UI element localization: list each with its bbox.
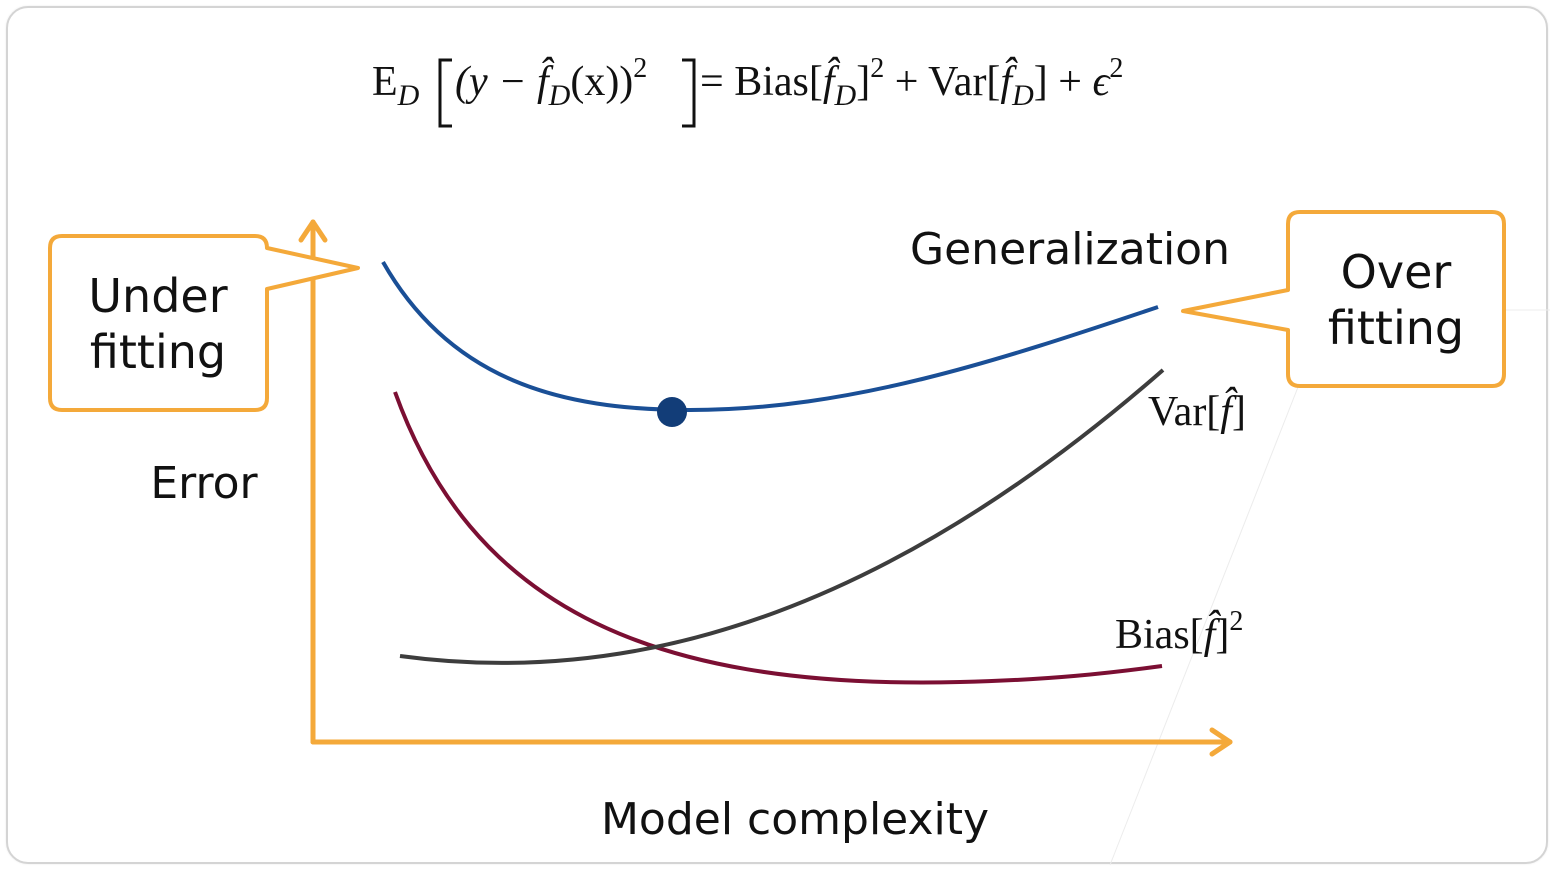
- underfitting-callout-box: [48, 234, 360, 412]
- formula-lhs-inner: (y − f̂D(x))2: [455, 53, 647, 112]
- axes: [298, 219, 1233, 757]
- formula-right-bracket: [682, 58, 696, 128]
- formula-expectation: ED: [372, 59, 420, 112]
- variance-curve: [399, 368, 1165, 665]
- overfitting-callout-box: [1181, 210, 1506, 388]
- bias-curve: [393, 391, 1163, 685]
- diagram-frame: [6, 6, 1548, 864]
- formula-left-bracket: [438, 58, 452, 128]
- overfitting-label-line1: Over: [1341, 245, 1452, 299]
- error-axis-label: Error: [150, 458, 258, 509]
- x-axis-arrowhead: [1209, 727, 1233, 757]
- overfitting-label-line2: fitting: [1328, 301, 1464, 355]
- optimum-point: [657, 397, 687, 427]
- variance-label: Var[f̂]: [1148, 386, 1246, 435]
- generalization-label: Generalization: [910, 224, 1230, 275]
- underfitting-label-line1: Under: [88, 269, 227, 323]
- formula-rhs: = Bias[f̂D]2 + Var[f̂D] + ϵ2: [700, 53, 1123, 112]
- overfitting-callout: Over fitting: [1181, 210, 1506, 388]
- bias-label: Bias[f̂]2: [1115, 606, 1243, 658]
- model-complexity-axis-label: Model complexity: [601, 794, 989, 845]
- bias-variance-formula: ED (y − f̂D(x))2 = Bias[f̂D]2 + Var[f̂D]…: [372, 53, 1123, 128]
- underfitting-callout: Under fitting: [48, 234, 360, 412]
- y-axis-arrowhead: [298, 219, 328, 243]
- generalization-curve: [381, 261, 1159, 413]
- underfitting-label-line2: fitting: [90, 325, 226, 379]
